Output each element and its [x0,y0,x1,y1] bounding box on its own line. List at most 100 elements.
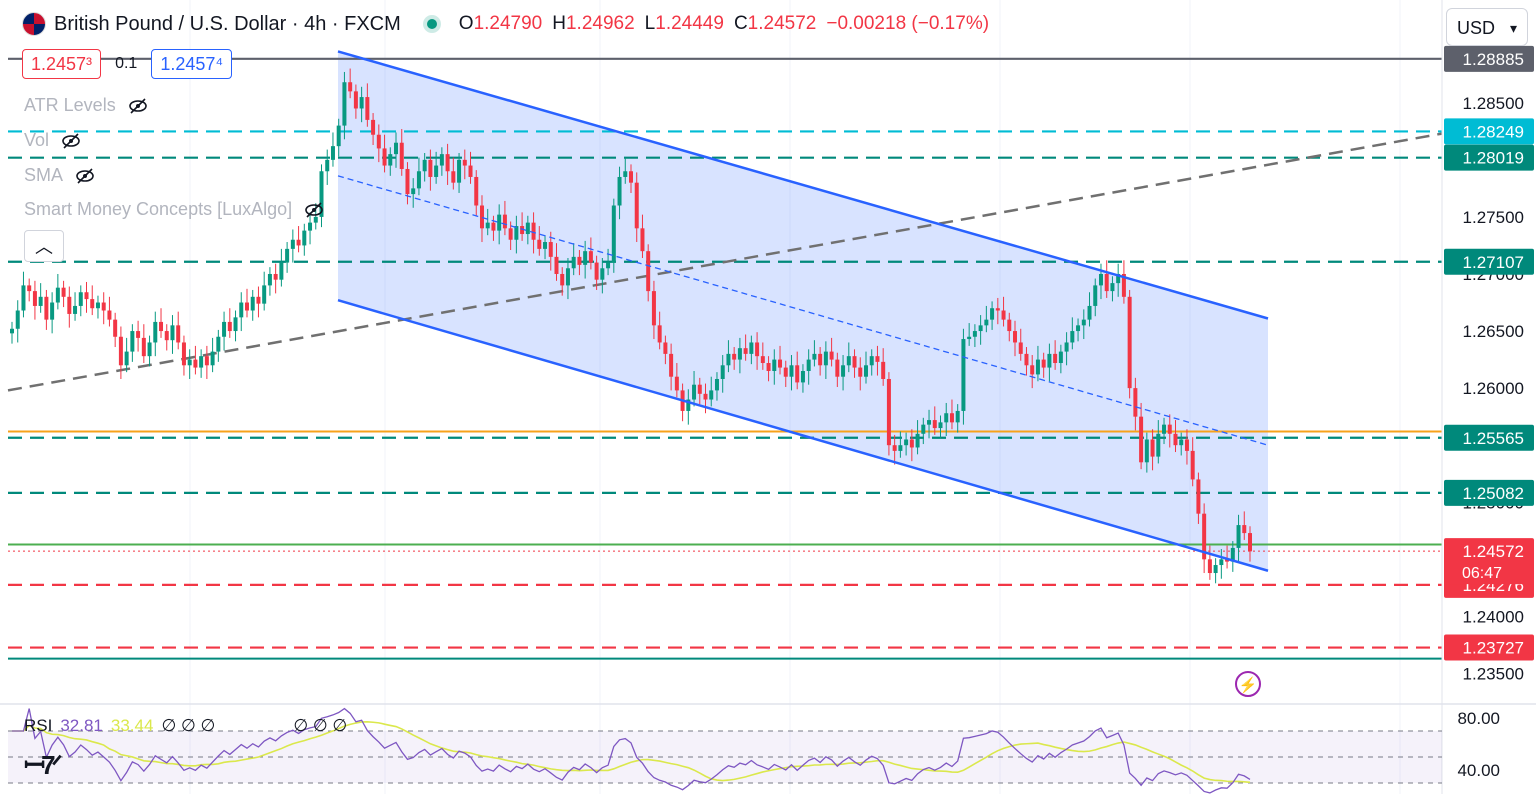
candle-body [485,222,490,229]
indicator-vol[interactable]: Vol [24,130,81,151]
candle-body [990,308,995,320]
candle-body [78,292,83,306]
candle-body [1110,283,1115,292]
candle-body [565,268,570,286]
candle-body [130,331,135,352]
candle-body [118,336,123,366]
sell-button[interactable]: 1.2457³ [22,49,102,79]
level-price-badge [1444,424,1534,451]
candle-body [898,445,903,451]
level-price-label: 1.28019 [1463,149,1524,168]
candle-body [932,420,937,429]
eye-slash-icon[interactable] [304,200,324,220]
candle-body [273,273,278,280]
indicator-sma[interactable]: SMA [24,165,95,186]
candle-body [720,365,725,379]
candle-body [881,361,886,379]
lightning-icon[interactable]: ⚡ [1235,671,1261,697]
trade-panel: 1.2457³ 0.1 1.2457⁴ [22,49,233,79]
candle-body [176,325,181,343]
candle-body [159,321,164,332]
ohlc-low: L1.24449 [644,13,724,34]
candle-body [147,342,152,357]
candle-body [181,342,186,366]
symbol-header: British Pound / U.S. Dollar · 4h · FXCM … [22,12,989,36]
candle-body [1248,533,1252,552]
candle-body [732,353,737,360]
candle-body [1236,525,1241,548]
candle-body [67,296,72,314]
candle-body [1030,365,1035,375]
candle-body [1013,331,1018,343]
candle-body [136,331,141,338]
candle-body [783,367,788,377]
candle-body [376,134,381,149]
candle-body [348,82,353,92]
candle-body [227,321,232,332]
tradingview-logo-icon[interactable]: ꟷ7ᐟ [24,750,63,780]
candle-body [892,445,897,451]
level-price-label: 1.25082 [1463,484,1524,503]
candle-body [760,356,765,364]
candle-body [451,171,456,183]
candle-body [938,422,943,429]
candle-body [50,302,55,320]
last-price-badge [1444,538,1534,585]
level-price-badge [1444,248,1534,275]
market-open-dot-icon [426,19,437,29]
candle-body [743,348,748,354]
candle-body [244,302,249,311]
candle-body [428,159,433,177]
candle-body [692,384,697,400]
candle-body [846,356,851,366]
candle-body [795,365,800,383]
candle-body [462,159,467,166]
candle-body [583,251,588,265]
candle-body [548,242,553,257]
chevron-up-icon: ︿ [35,237,53,257]
trend-line [7,132,1443,392]
candle-body [285,248,290,263]
candle-body [422,159,427,172]
indicator-label: Smart Money Concepts [LuxAlgo] [24,199,293,219]
candle-body [1076,325,1081,332]
chevron-down-icon: ▾ [1509,20,1517,36]
candle-body [961,339,966,411]
candle-body [1162,424,1167,434]
candle-body [669,353,674,377]
candle-body [1098,273,1103,286]
candle-body [1167,424,1172,434]
candle-body [199,356,204,368]
candle-body [800,371,805,383]
collapse-legend-button[interactable]: ︿ [24,230,64,262]
candle-body [107,310,112,320]
candle-body [829,351,834,360]
candle-body [124,351,129,366]
candle-body [38,296,43,306]
indicator-atr-levels[interactable]: ATR Levels [24,95,148,116]
flag-icon [22,12,46,36]
candle-body [1219,559,1224,566]
candle-body [1064,342,1069,352]
eye-slash-icon[interactable] [61,131,81,151]
candle-body [1144,439,1149,463]
indicator-smart-money-concepts[interactable]: Smart Money Concepts [LuxAlgo] [24,199,324,220]
candle-body [772,359,777,371]
currency-select[interactable]: USD ▾ [1446,8,1528,46]
eye-slash-icon[interactable] [75,166,95,186]
candle-body [73,305,78,314]
candle-body [697,384,702,394]
candle-body [302,230,307,246]
rsi-line [12,707,1251,794]
candle-body [84,292,89,300]
eye-slash-icon[interactable] [128,96,148,116]
candle-body [1173,433,1178,446]
candle-body [216,336,221,352]
candle-body [15,310,20,329]
buy-button[interactable]: 1.2457⁴ [151,49,233,79]
symbol-title[interactable]: British Pound / U.S. Dollar · 4h · FXCM [54,12,401,35]
candle-body [336,125,341,147]
y-tick-label: 1.26000 [1463,379,1524,398]
candle-body [233,317,238,332]
